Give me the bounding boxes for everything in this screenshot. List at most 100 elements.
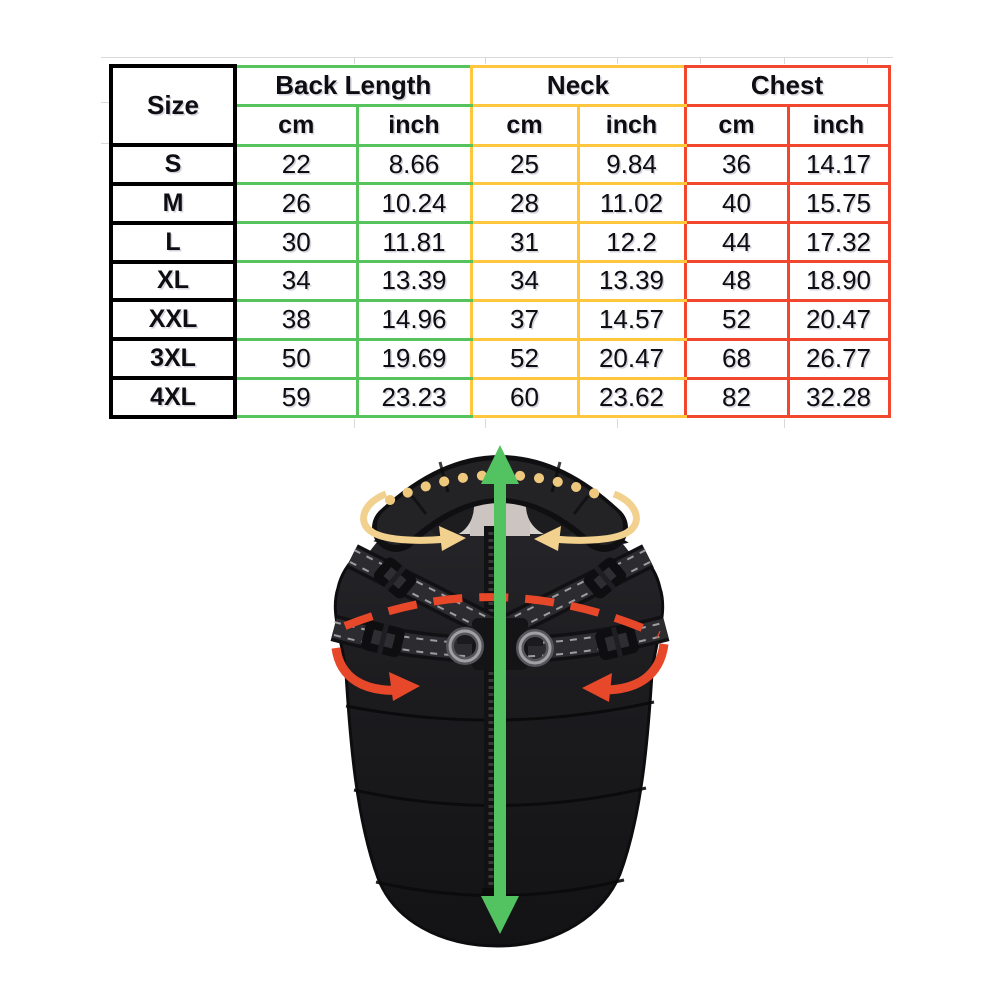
dog-vest-diagram xyxy=(330,445,670,948)
collar-crease xyxy=(410,495,428,515)
table-cell: 10.24 xyxy=(355,182,473,225)
gridline xyxy=(485,57,486,65)
gridline xyxy=(867,57,868,65)
buckle-icon xyxy=(583,557,627,599)
gridline xyxy=(784,57,785,65)
chest-group-header: Chest xyxy=(683,64,891,107)
table-cell: 48 xyxy=(683,260,790,302)
table-cell: 32.28 xyxy=(786,376,891,419)
gridline xyxy=(101,57,893,58)
unit-header: inch xyxy=(576,103,687,147)
table-cell: 11.81 xyxy=(355,221,473,264)
table-cell: 50 xyxy=(233,337,359,380)
table-row: 3XL 50 19.69 52 20.47 68 26.77 xyxy=(109,337,891,381)
size-row-label: M xyxy=(109,181,237,225)
table-cell: 13.39 xyxy=(576,260,687,302)
size-column-header: Size xyxy=(109,64,237,147)
table-cell: 38 xyxy=(233,298,359,341)
neck-arrowhead-right xyxy=(534,526,561,551)
chest-direction-arrow-right xyxy=(599,643,669,695)
spreadsheet-background: Size Back Length Neck Chest cm inch cm i… xyxy=(101,57,893,428)
back-length-arrow xyxy=(481,445,519,934)
table-cell: 20.47 xyxy=(576,337,687,380)
side-notch xyxy=(623,540,640,558)
table-cell: 23.23 xyxy=(355,376,473,419)
table-cell: 9.84 xyxy=(576,143,687,186)
table-row: M 26 10.24 28 11.02 40 15.75 xyxy=(109,181,891,225)
neck-arrowhead-left xyxy=(439,526,466,551)
back-length-group-header: Back Length xyxy=(233,64,473,107)
table-cell: 36 xyxy=(683,143,790,186)
size-row-label: XL xyxy=(109,259,237,303)
table-cell: 60 xyxy=(469,376,580,419)
table-cell: 25 xyxy=(469,143,580,186)
table-cell: 37 xyxy=(469,298,580,341)
back-length-arrowhead-top xyxy=(481,445,519,484)
side-notch xyxy=(360,538,377,556)
table-cell: 14.57 xyxy=(576,298,687,341)
gridline xyxy=(784,416,785,428)
gridline xyxy=(617,416,618,428)
table-cell: 19.69 xyxy=(355,337,473,380)
d-ring-highlight xyxy=(518,631,552,665)
unit-header: cm xyxy=(683,103,790,147)
table-cell: 13.39 xyxy=(355,260,473,302)
buckle-icon xyxy=(595,623,639,661)
gridline xyxy=(101,102,109,103)
table-cell: 40 xyxy=(683,182,790,225)
table-cell: 68 xyxy=(683,337,790,380)
table-cell: 22 xyxy=(233,143,359,186)
table-cell: 30 xyxy=(233,221,359,264)
buckle-icon xyxy=(361,620,405,658)
table-cell: 18.90 xyxy=(786,260,891,302)
table-cell: 15.75 xyxy=(786,182,891,225)
unit-header: inch xyxy=(355,103,473,147)
neck-direction-arrow-right xyxy=(553,490,640,544)
gridline xyxy=(101,143,109,144)
table-cell: 17.32 xyxy=(786,221,891,264)
buckle-icon xyxy=(373,557,417,599)
table-cell: 34 xyxy=(233,260,359,302)
table-row: XXL 38 14.96 37 14.57 52 20.47 xyxy=(109,298,891,342)
gridline xyxy=(485,416,486,428)
table-cell: 11.02 xyxy=(576,182,687,225)
table-cell: 14.17 xyxy=(786,143,891,186)
collar-crease xyxy=(572,495,590,515)
chest-arrowhead-right xyxy=(582,673,612,702)
table-row: S 22 8.66 25 9.84 36 14.17 xyxy=(109,143,891,186)
gridline xyxy=(354,416,355,428)
back-length-arrowhead-bottom xyxy=(481,896,519,934)
table-cell: 52 xyxy=(469,337,580,380)
gridline xyxy=(617,57,618,65)
table-row: XL 34 13.39 34 13.39 48 18.90 xyxy=(109,259,891,303)
table-cell: 52 xyxy=(683,298,790,341)
size-row-label: XXL xyxy=(109,298,237,342)
table-cell: 23.62 xyxy=(576,376,687,419)
collar-crease xyxy=(550,461,562,493)
table-cell: 14.96 xyxy=(355,298,473,341)
table-cell: 44 xyxy=(683,221,790,264)
table-cell: 8.66 xyxy=(355,143,473,186)
gridline xyxy=(354,57,355,65)
table-cell: 82 xyxy=(683,376,790,419)
neck-direction-arrow-left xyxy=(360,490,447,544)
table-cell: 31 xyxy=(469,221,580,264)
size-row-label: S xyxy=(109,143,237,186)
size-row-label: L xyxy=(109,220,237,264)
size-row-label: 4XL xyxy=(109,376,237,419)
size-chart-table: Size Back Length Neck Chest cm inch cm i… xyxy=(109,64,891,419)
table-row: 4XL 59 23.23 60 23.62 82 32.28 xyxy=(109,376,891,419)
table-row: L 30 11.81 31 12.2 44 17.32 xyxy=(109,220,891,264)
table-cell: 26.77 xyxy=(786,337,891,380)
table-cell: 12.2 xyxy=(576,221,687,264)
table-cell: 28 xyxy=(469,182,580,225)
gridline xyxy=(700,57,701,65)
table-cell: 26 xyxy=(233,182,359,225)
unit-header: cm xyxy=(233,103,359,147)
table-cell: 59 xyxy=(233,376,359,419)
d-ring-highlight xyxy=(448,629,482,663)
size-row-label: 3XL xyxy=(109,337,237,381)
unit-header: cm xyxy=(469,103,580,147)
chest-arrowhead-left xyxy=(389,672,420,701)
